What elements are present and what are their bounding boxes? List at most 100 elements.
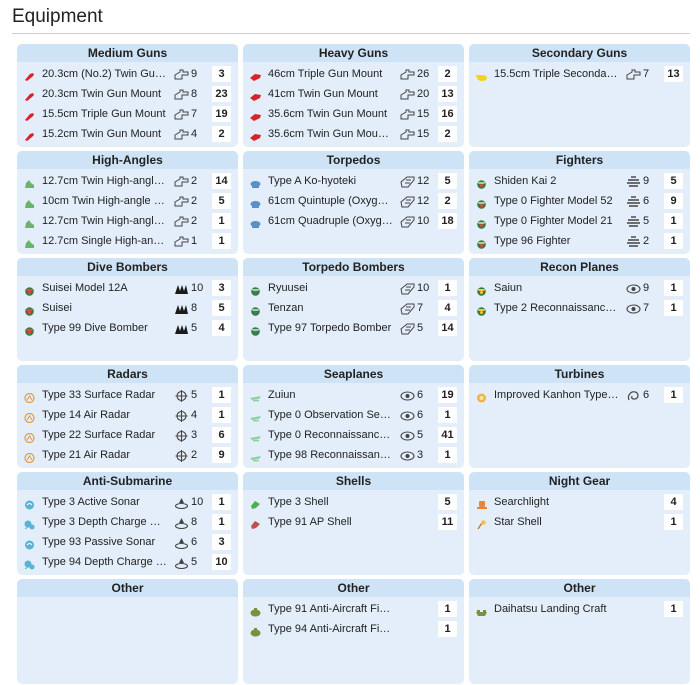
equipment-row[interactable]: 20.3cm Twin Gun Mount 8 23 (17, 84, 238, 104)
count-badge: 1 (212, 494, 231, 510)
stat-value: 2 (191, 175, 198, 187)
equipment-row[interactable]: Type 99 Dive Bomber 5 4 (17, 318, 238, 338)
equipment-row[interactable]: 41cm Twin Gun Mount 20 13 (243, 84, 464, 104)
equipment-name: Type 91 Anti-Aircraft Fire Director (268, 603, 393, 615)
equipment-name: Type 3 Shell (268, 496, 329, 508)
equipment-row[interactable]: 10cm Twin High-angle Gun Mount 2 5 (17, 191, 238, 211)
count-badge: 10 (212, 554, 231, 570)
dive-bomber-icon (24, 283, 35, 296)
count-badge: 1 (664, 213, 683, 229)
accuracy-icon (174, 409, 189, 422)
equipment-row[interactable]: Type 94 Anti-Aircraft Fire Director 1 (243, 619, 464, 639)
equipment-row[interactable]: Suisei Model 12A 10 3 (17, 278, 238, 298)
count-badge: 2 (438, 66, 457, 82)
count-badge: 1 (664, 280, 683, 296)
torpedo-stat-icon (400, 175, 415, 188)
equipment-row[interactable]: Shiden Kai 2 9 5 (469, 171, 690, 191)
equipment-name: Type 97 Torpedo Bomber (268, 322, 392, 334)
equipment-row[interactable]: Type 2 Reconnaissance Aircraft 7 1 (469, 298, 690, 318)
equipment-row[interactable]: Type 93 Passive Sonar 6 3 (17, 532, 238, 552)
equipment-row[interactable]: Type 21 Air Radar 2 9 (17, 445, 238, 465)
equipment-name: 41cm Twin Gun Mount (268, 88, 378, 100)
count-badge: 1 (664, 514, 683, 530)
equipment-panel: Other Type 91 Anti-Aircraft Fire Director… (243, 579, 464, 684)
equipment-row[interactable]: 46cm Triple Gun Mount 26 2 (243, 64, 464, 84)
equipment-row[interactable]: Saiun 9 1 (469, 278, 690, 298)
count-badge: 1 (438, 601, 457, 617)
equipment-row[interactable]: 61cm Quintuple (Oxygen) Torpedo Mount 12 2 (243, 191, 464, 211)
equipment-row[interactable]: Type 91 Anti-Aircraft Fire Director 1 (243, 599, 464, 619)
high-angle-icon (24, 176, 35, 188)
stat-value: 9 (191, 68, 198, 80)
equipment-row[interactable]: 15.2cm Twin Gun Mount 4 2 (17, 124, 238, 144)
equipment-row[interactable]: 61cm Quadruple (Oxygen) Torpedo Mount 10 1… (243, 211, 464, 231)
recon-plane-icon (476, 283, 487, 296)
equipment-row[interactable]: 12.7cm Twin High-angle Gun Mount (Late M… (17, 211, 238, 231)
equipment-row[interactable]: 15.5cm Triple Secondary Gun Mount 7 13 (469, 64, 690, 84)
equipment-name: Shiden Kai 2 (494, 175, 557, 187)
page-title: Equipment (12, 6, 103, 27)
equipment-row[interactable]: Type 33 Surface Radar 5 1 (17, 385, 238, 405)
equipment-name: Type 0 Fighter Model 52 (494, 195, 613, 207)
equipment-row[interactable]: Suisei 8 5 (17, 298, 238, 318)
equipment-row[interactable]: Searchlight 4 (469, 492, 690, 512)
stat-value: 10 (417, 215, 430, 227)
equipment-row[interactable]: Type 94 Depth Charge Projector 5 10 (17, 552, 238, 572)
torpedo-icon (250, 196, 261, 208)
medium-gun-icon (24, 89, 35, 101)
equipment-name: Type 93 Passive Sonar (42, 536, 156, 548)
torpedo-bomber-icon (250, 283, 261, 296)
equipment-row[interactable]: 15.5cm Triple Gun Mount 7 19 (17, 104, 238, 124)
equipment-row[interactable]: Type 91 AP Shell 11 (243, 512, 464, 532)
firepower-icon (400, 108, 415, 120)
high-angle-icon (24, 236, 35, 248)
equipment-row[interactable]: 20.3cm (No.2) Twin Gun Mount 9 3 (17, 64, 238, 84)
equipment-row[interactable]: Type 3 Active Sonar 10 1 (17, 492, 238, 512)
equipment-row[interactable]: Daihatsu Landing Craft 1 (469, 599, 690, 619)
equipment-row[interactable]: Type 0 Reconnaissance Seaplane 5 41 (243, 425, 464, 445)
stat-value: 6 (417, 409, 424, 421)
equipment-row[interactable]: Type 98 Reconnaissance Seaplane (Night R… (243, 445, 464, 465)
anti-air-icon (626, 195, 641, 207)
count-badge: 14 (438, 320, 457, 336)
torpedo-bomber-icon (250, 303, 261, 316)
firepower-icon (626, 68, 641, 80)
seaplane-icon (250, 450, 261, 462)
count-badge: 6 (212, 427, 231, 443)
equipment-row[interactable]: Type 3 Depth Charge Projector 8 1 (17, 512, 238, 532)
stat-value: 3 (417, 449, 424, 461)
stat-value: 2 (191, 195, 198, 207)
equipment-name: Tenzan (268, 302, 304, 314)
count-badge: 5 (212, 193, 231, 209)
count-badge: 19 (438, 387, 457, 403)
equipment-row[interactable]: Zuiun 6 19 (243, 385, 464, 405)
equipment-name: 20.3cm (No.2) Twin Gun Mount (42, 68, 167, 80)
equipment-row[interactable]: Type 96 Fighter 2 1 (469, 231, 690, 251)
stat-value: 8 (191, 88, 198, 100)
equipment-row[interactable]: 35.6cm Twin Gun Mount (Dazzle Camouflage… (243, 124, 464, 144)
equipment-row[interactable]: Type 0 Fighter Model 21 5 1 (469, 211, 690, 231)
equipment-row[interactable]: Type 3 Shell 5 (243, 492, 464, 512)
equipment-row[interactable]: Type 0 Observation Seaplane 6 1 (243, 405, 464, 425)
equipment-row[interactable]: 35.6cm Twin Gun Mount 15 16 (243, 104, 464, 124)
line-of-sight-icon (400, 429, 415, 441)
equipment-row[interactable]: Type 22 Surface Radar 3 6 (17, 425, 238, 445)
equipment-row[interactable]: Type 14 Air Radar 4 1 (17, 405, 238, 425)
count-badge: 4 (438, 300, 457, 316)
heavy-gun-icon (250, 109, 261, 121)
equipment-row[interactable]: Ryuusei 10 1 (243, 278, 464, 298)
panel-title: Heavy Guns (243, 44, 464, 62)
equipment-row[interactable]: Star Shell 1 (469, 512, 690, 532)
equipment-row[interactable]: 12.7cm Single High-angle Gun Mount 1 1 (17, 231, 238, 251)
equipment-row[interactable]: 12.7cm Twin High-angle Gun Mount 2 14 (17, 171, 238, 191)
stat-value: 4 (191, 128, 198, 140)
turbine-icon (476, 390, 487, 403)
equipment-row[interactable]: Tenzan 7 4 (243, 298, 464, 318)
medium-gun-icon (24, 129, 35, 141)
equipment-row[interactable]: Type 0 Fighter Model 52 6 9 (469, 191, 690, 211)
equipment-row[interactable]: Improved Kanhon Type Turbine 6 1 (469, 385, 690, 405)
equipment-row[interactable]: Type 97 Torpedo Bomber 5 14 (243, 318, 464, 338)
equipment-row[interactable]: Type A Ko-hyoteki 12 5 (243, 171, 464, 191)
equipment-panel: Torpedos Type A Ko-hyoteki 12 5 61cm Quintup… (243, 151, 464, 254)
equipment-name: Type 94 Anti-Aircraft Fire Director (268, 623, 393, 635)
